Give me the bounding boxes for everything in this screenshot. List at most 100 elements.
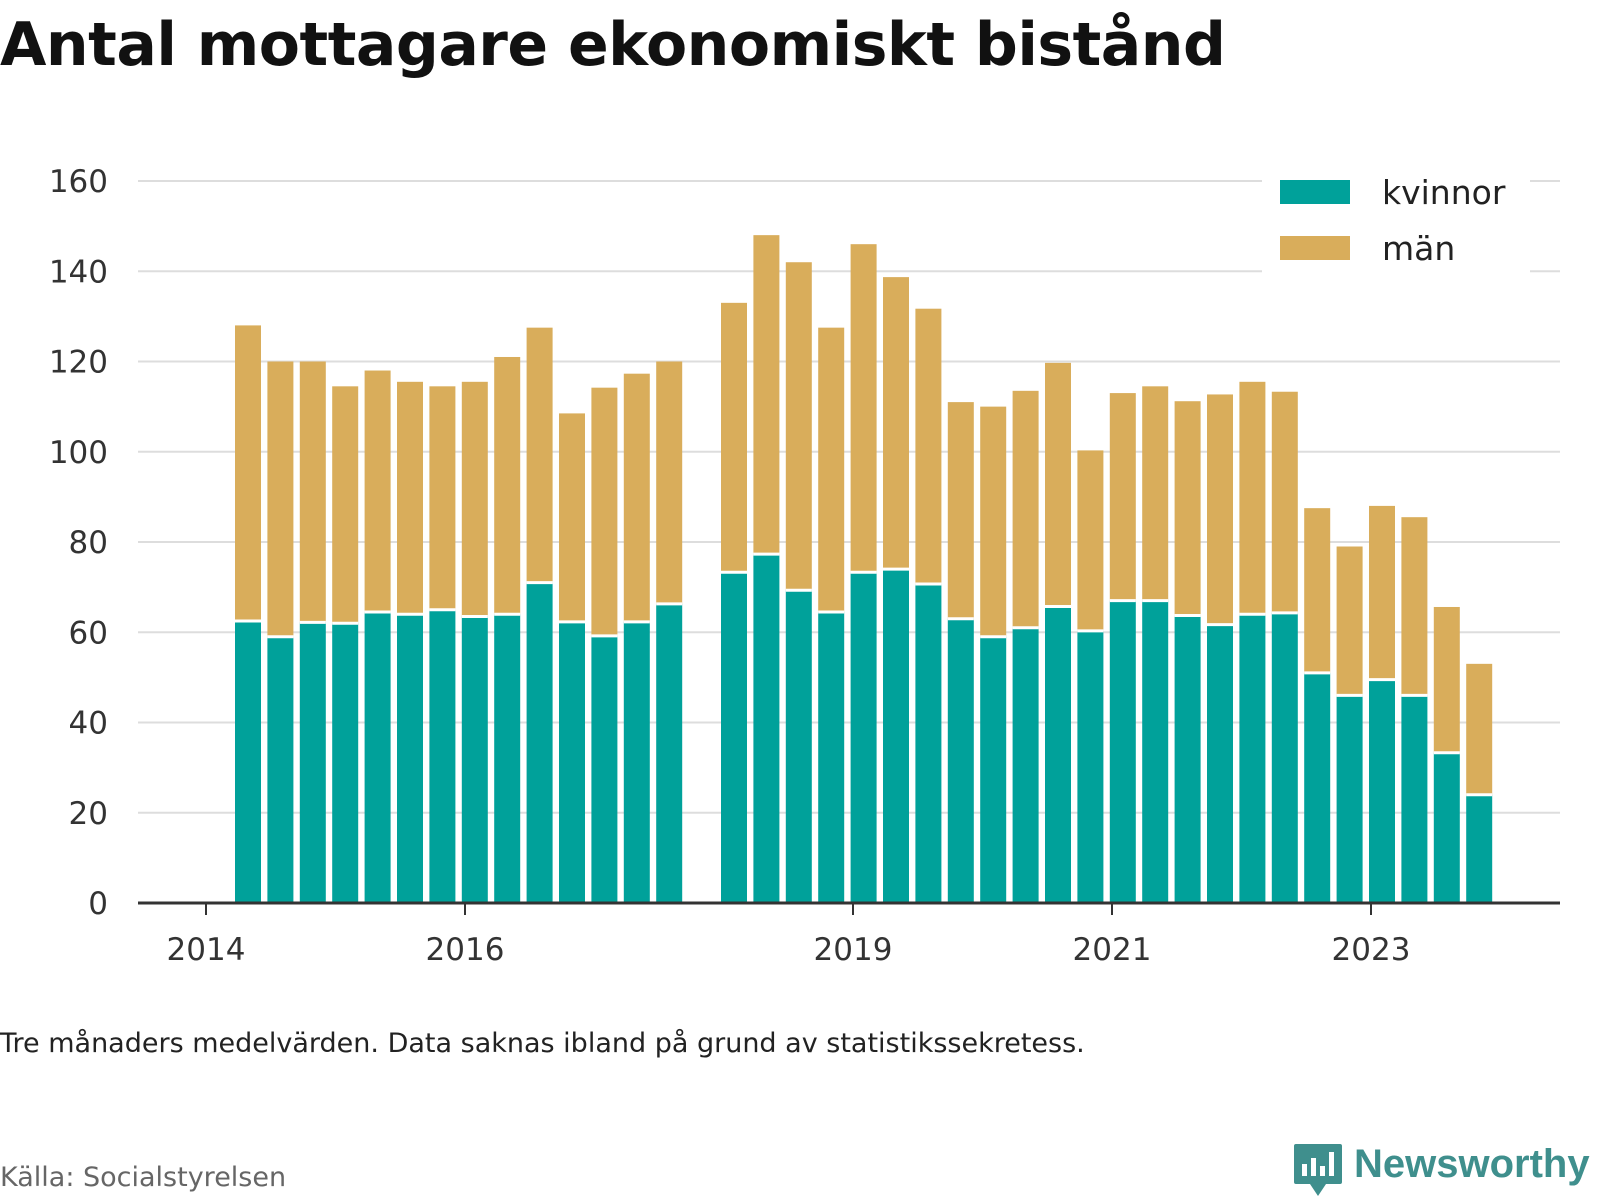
legend: kvinnor män (1262, 168, 1530, 276)
bar-kvinnor (1045, 606, 1071, 903)
bar-kvinnor (1239, 614, 1266, 903)
x-tick-label: 2023 (1332, 932, 1411, 968)
bar-kvinnor (1142, 600, 1169, 903)
bar-kvinnor (753, 554, 780, 903)
bar-man (1109, 393, 1136, 601)
bar-kvinnor (883, 569, 909, 903)
x-axis: 2014 2016 2019 2021 2023 (138, 901, 1560, 968)
bar-man (559, 413, 585, 622)
bar-kvinnor (235, 620, 261, 903)
y-tick-label: 60 (69, 615, 108, 651)
bar-kvinnor (915, 583, 942, 903)
x-tick-label: 2021 (1073, 932, 1152, 968)
bar-kvinnor (526, 582, 553, 903)
bar-man (1174, 401, 1201, 616)
bar-kvinnor (1336, 695, 1363, 903)
bar-man (494, 356, 521, 615)
chart-title: Antal mottagare ekonomiskt bistånd (0, 10, 1226, 80)
newsworthy-logo-icon (1294, 1144, 1342, 1196)
bar-man (1239, 381, 1266, 615)
bar-man (753, 235, 780, 555)
bar-kvinnor (364, 611, 391, 903)
bar-man (915, 308, 942, 584)
bar-man (429, 386, 456, 610)
x-tick-label: 2016 (426, 932, 505, 968)
bar-kvinnor (1466, 794, 1493, 903)
bar-kvinnor (1077, 630, 1104, 903)
bar-kvinnor (1207, 624, 1233, 903)
bar-kvinnor (397, 614, 423, 903)
x-tick-label: 2014 (167, 932, 246, 968)
bars (235, 235, 1493, 903)
bar-kvinnor (818, 611, 845, 903)
bar-kvinnor (721, 572, 747, 903)
bar-kvinnor (332, 623, 359, 903)
brand-name: Newsworthy (1354, 1142, 1590, 1186)
bar-kvinnor (656, 603, 683, 903)
bar-man (1336, 546, 1363, 696)
bar-man (785, 262, 812, 591)
bar-kvinnor (1012, 627, 1039, 903)
bar-kvinnor (1174, 615, 1201, 903)
bar-man (721, 302, 747, 573)
chart-note: Tre månaders medelvärden. Data saknas ib… (0, 1028, 1085, 1059)
y-tick-label: 140 (49, 254, 108, 290)
bar-man (1012, 390, 1039, 628)
bar-man (332, 386, 359, 624)
bar-kvinnor (850, 572, 877, 903)
bar-man (299, 361, 326, 623)
bar-kvinnor (461, 616, 488, 903)
bar-kvinnor (1369, 679, 1395, 903)
bar-man (980, 406, 1007, 637)
bar-man (364, 370, 391, 612)
brand-logo: Newsworthy (1292, 1142, 1590, 1202)
bar-kvinnor (1271, 612, 1298, 903)
bar-man (1045, 362, 1071, 607)
bar-kvinnor (1401, 695, 1428, 903)
y-tick-label: 20 (69, 796, 108, 832)
bar-man (1369, 505, 1395, 680)
bar-man (235, 325, 261, 621)
y-tick-label: 100 (49, 435, 108, 471)
bar-kvinnor (494, 614, 521, 903)
y-tick-label: 160 (49, 164, 108, 200)
bar-kvinnor (1109, 600, 1136, 903)
bar-man (1466, 663, 1493, 795)
bar-man (850, 244, 877, 573)
legend-label-man: män (1382, 229, 1455, 268)
y-tick-label: 0 (88, 886, 108, 922)
bar-kvinnor (785, 590, 812, 903)
bar-kvinnor (591, 635, 618, 903)
bar-kvinnor (267, 636, 294, 903)
y-tick-label: 80 (69, 525, 108, 561)
bar-man (656, 361, 683, 604)
bar-kvinnor (429, 609, 456, 903)
bar-man (1271, 391, 1298, 613)
bar-man (1304, 508, 1331, 673)
bar-man (947, 402, 974, 619)
bar-kvinnor (1304, 672, 1331, 903)
bar-man (623, 373, 650, 622)
bar-man (526, 327, 553, 583)
bar-man (1401, 517, 1428, 696)
legend-swatch-man (1280, 236, 1350, 260)
y-tick-label: 120 (49, 345, 108, 381)
bar-kvinnor (947, 618, 974, 903)
bar-man (591, 387, 618, 636)
legend-swatch-kvinnor (1280, 180, 1350, 204)
bar-man (1207, 394, 1233, 625)
bar-man (818, 327, 845, 612)
bar-kvinnor (980, 636, 1007, 903)
bar-kvinnor (1433, 752, 1460, 903)
bar-kvinnor (299, 622, 326, 903)
bar-man (883, 277, 909, 570)
bar-kvinnor (623, 621, 650, 903)
bar-man (1142, 386, 1169, 601)
bar-man (267, 361, 294, 637)
bar-man (397, 381, 423, 615)
x-tick-label: 2019 (814, 932, 893, 968)
bar-man (461, 381, 488, 617)
source-label: Källa: Socialstyrelsen (0, 1162, 287, 1193)
legend-label-kvinnor: kvinnor (1382, 173, 1506, 212)
